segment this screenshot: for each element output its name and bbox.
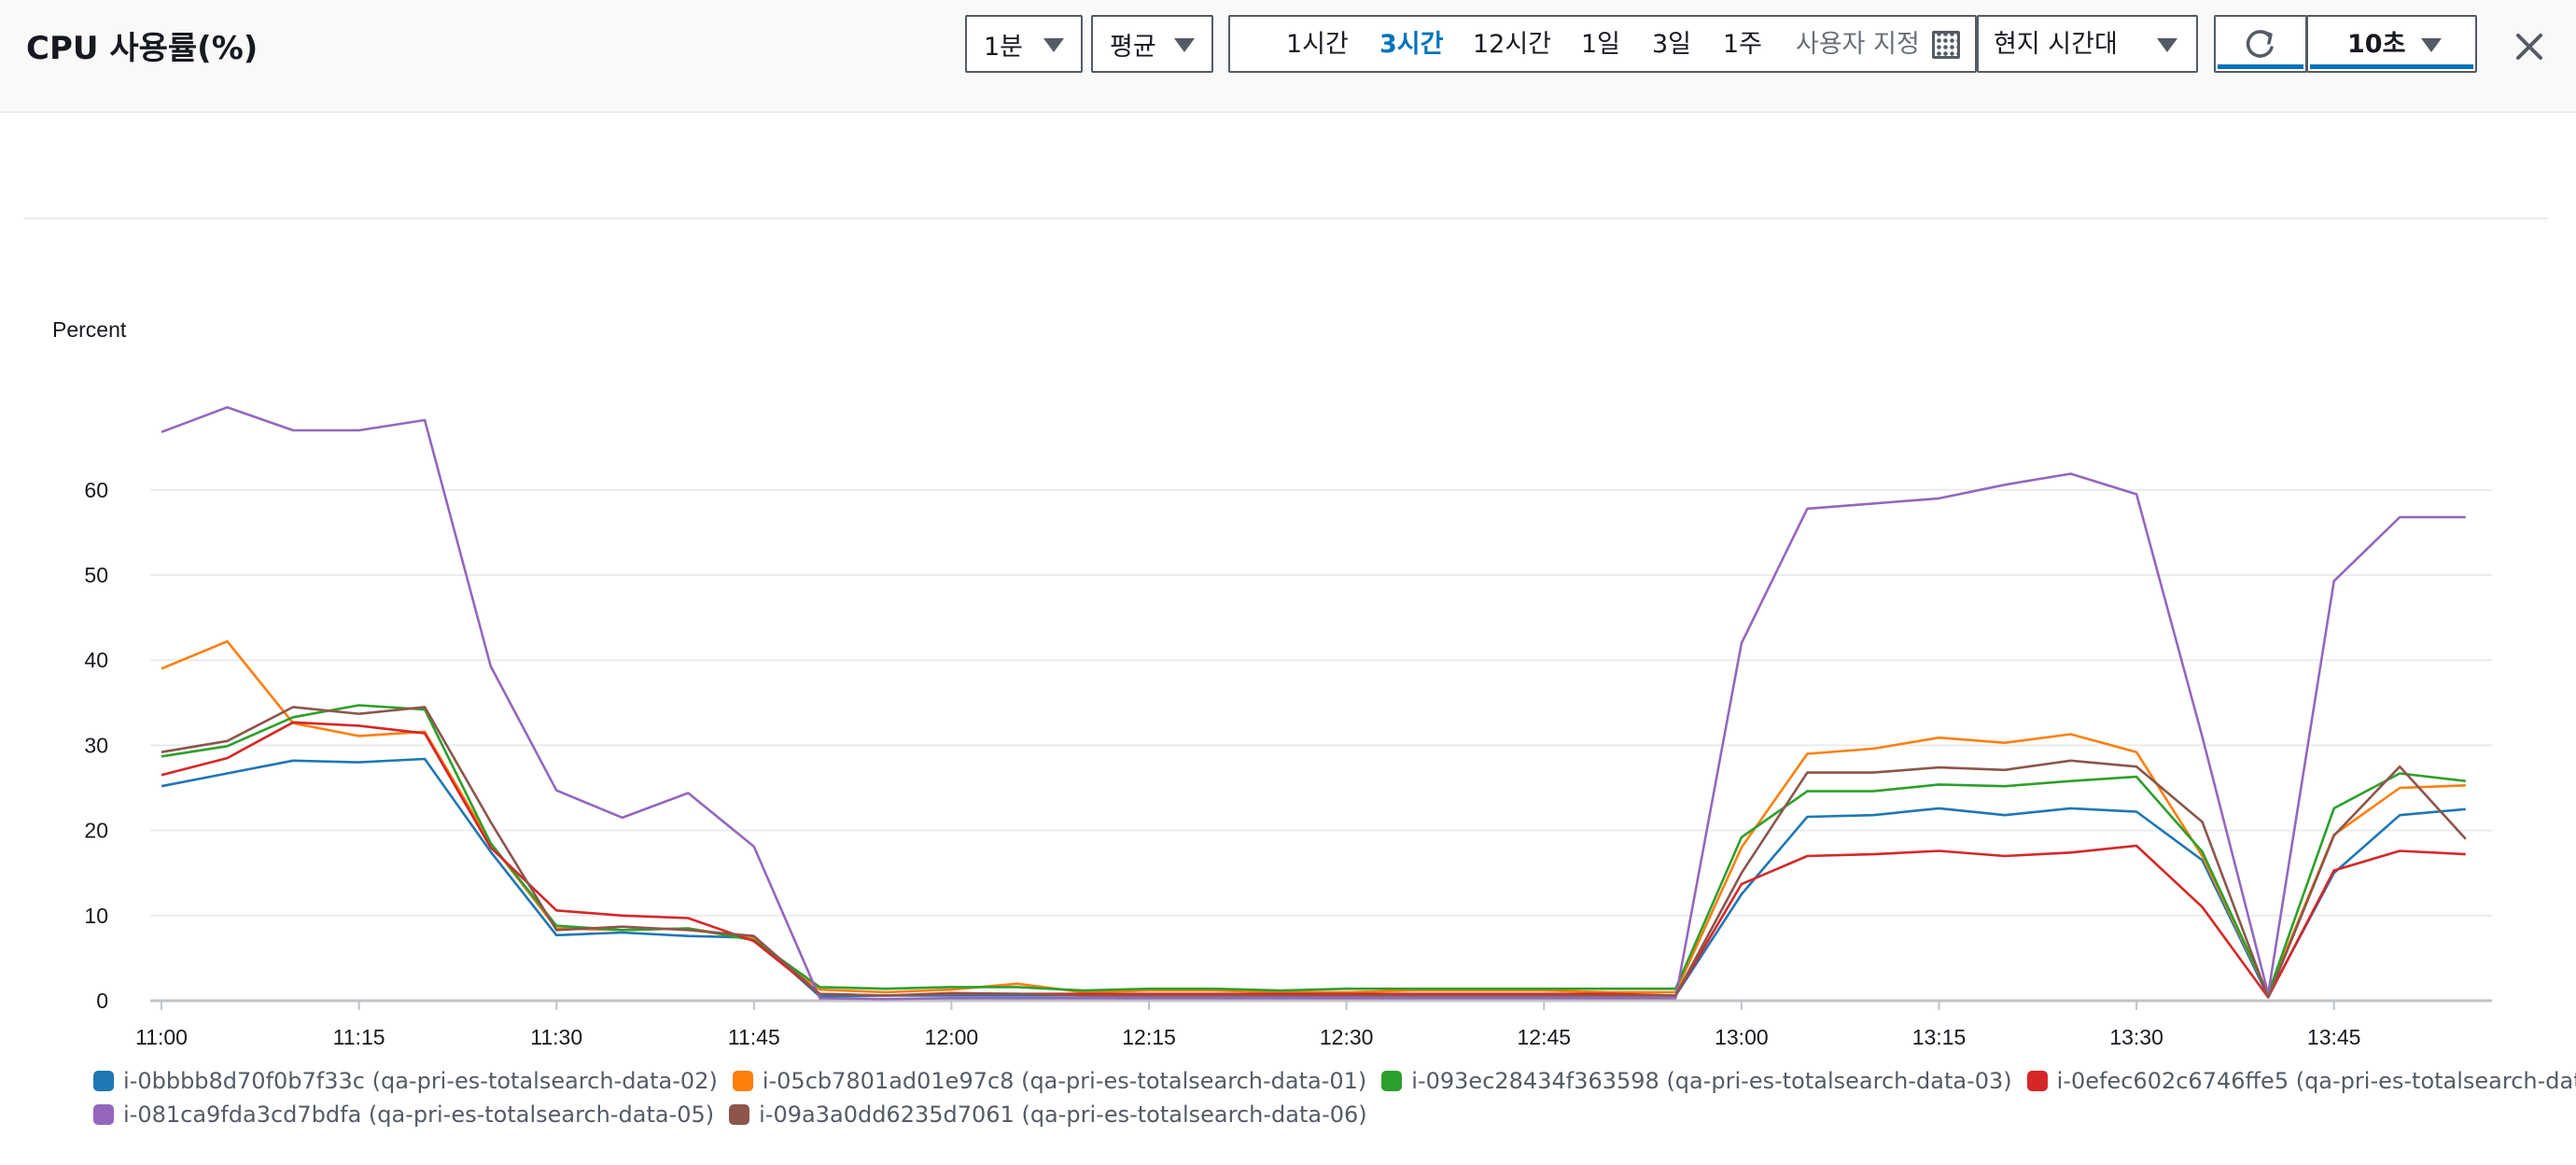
refresh-icon: [2246, 30, 2274, 58]
y-axis-label: Percent: [52, 317, 127, 342]
legend-swatch: [93, 1104, 114, 1125]
range-custom[interactable]: 사용자 지정: [1796, 30, 1920, 59]
widget-title: CPU 사용률(%): [26, 30, 259, 67]
x-tick-label: 12:30: [1320, 1025, 1374, 1046]
period-select[interactable]: 1분: [965, 15, 1083, 73]
series-line-1[interactable]: [161, 757, 2466, 998]
legend-swatch: [93, 1071, 114, 1091]
x-tick-label: 12:45: [1517, 1025, 1571, 1046]
legend-swatch: [1381, 1071, 1403, 1091]
x-tick-label: 11:15: [333, 1025, 385, 1046]
range-3d[interactable]: 3일: [1652, 30, 1692, 59]
series-line-2[interactable]: [161, 639, 2466, 996]
widget-header: CPU 사용률(%) 1분 평균 1시간 3시간 12시간 1일 3일 1주 사…: [0, 0, 2576, 113]
legend-label: i-0bbbb8d70f0b7f33c (qa-pri-es-totalsear…: [123, 1068, 718, 1094]
x-tick-label: 13:00: [1715, 1025, 1769, 1046]
series-line-6[interactable]: [161, 706, 2467, 999]
x-tick-label: 11:45: [728, 1025, 780, 1046]
interval-underline: [2310, 64, 2473, 69]
x-tick-label: 13:45: [2307, 1025, 2361, 1046]
chevron-down-icon: [2157, 38, 2177, 52]
series-line-5[interactable]: [161, 406, 2466, 1001]
legend-swatch: [729, 1104, 750, 1125]
range-1w[interactable]: 1주: [1723, 30, 1763, 59]
range-1d[interactable]: 1일: [1581, 30, 1621, 59]
y-tick-label: 60: [84, 478, 108, 502]
y-tick-label: 10: [84, 904, 108, 928]
chevron-down-icon: [2421, 38, 2442, 52]
range-12h[interactable]: 12시간: [1473, 30, 1552, 59]
time-range-selector: 1시간 3시간 12시간 1일 3일 1주 사용자 지정: [1228, 15, 1977, 73]
x-tick-label: 13:30: [2109, 1025, 2163, 1046]
legend-item[interactable]: i-09a3a0dd6235d7061 (qa-pri-es-totalsear…: [729, 1102, 1367, 1128]
legend-label: i-05cb7801ad01e97c8 (qa-pri-es-totalsear…: [762, 1068, 1367, 1094]
legend-label: i-093ec28434f363598 (qa-pri-es-totalsear…: [1411, 1068, 2012, 1094]
legend-item[interactable]: i-0efec602c6746ffe5 (qa-pri-es-totalsear…: [2026, 1068, 2576, 1094]
chart-legend: i-0bbbb8d70f0b7f33c (qa-pri-es-totalsear…: [93, 1064, 2576, 1131]
refresh-underline: [2218, 64, 2303, 69]
line-chart: 0 10 20 30 40 50 60 11:00 11:15 11:30 11:45 12:00 1…: [52, 317, 2492, 1046]
timezone-select[interactable]: 현지 시간대: [1977, 15, 2198, 73]
legend-swatch: [2026, 1071, 2048, 1091]
legend-label: i-09a3a0dd6235d7061 (qa-pri-es-totalsear…: [759, 1102, 1367, 1128]
y-tick-label: 20: [84, 819, 108, 843]
refresh-interval-select[interactable]: 10초: [2306, 15, 2477, 73]
y-tick-label: 30: [84, 733, 108, 757]
legend-item[interactable]: i-0bbbb8d70f0b7f33c (qa-pri-es-totalsear…: [93, 1068, 718, 1094]
timezone-value: 현지 시간대: [1994, 30, 2118, 59]
x-tick-label: 11:00: [135, 1025, 188, 1046]
y-tick-label: 0: [96, 989, 108, 1013]
y-tick-label: 50: [84, 563, 108, 587]
legend-swatch: [732, 1071, 753, 1091]
legend-label: i-0efec602c6746ffe5 (qa-pri-es-totalsear…: [2056, 1068, 2576, 1094]
x-tick-label: 13:15: [1912, 1025, 1967, 1046]
legend-item[interactable]: i-081ca9fda3cd7bdfa (qa-pri-es-totalsear…: [93, 1102, 714, 1128]
range-3h[interactable]: 3시간: [1379, 30, 1444, 59]
legend-label: i-081ca9fda3cd7bdfa (qa-pri-es-totalsear…: [123, 1102, 715, 1128]
calendar-icon[interactable]: [1932, 31, 1960, 59]
refresh-button[interactable]: [2214, 15, 2307, 73]
x-tick-label: 12:00: [925, 1025, 979, 1046]
header-divider: [23, 218, 2548, 219]
x-tick-label: 11:30: [530, 1025, 582, 1046]
legend-item[interactable]: i-093ec28434f363598 (qa-pri-es-totalsear…: [1381, 1068, 2012, 1094]
refresh-interval-value: 10초: [2347, 30, 2406, 59]
period-value: 1분: [984, 32, 1024, 62]
x-tick-label: 12:15: [1122, 1025, 1176, 1046]
y-tick-label: 40: [84, 648, 108, 672]
statistic-value: 평균: [1110, 32, 1156, 62]
close-icon[interactable]: [2511, 28, 2548, 65]
range-1h[interactable]: 1시간: [1286, 30, 1349, 59]
statistic-select[interactable]: 평균: [1091, 15, 1213, 73]
series-line-4[interactable]: [161, 721, 2466, 999]
legend-item[interactable]: i-05cb7801ad01e97c8 (qa-pri-es-totalsear…: [732, 1068, 1367, 1094]
chevron-down-icon: [1043, 38, 1064, 52]
chevron-down-icon: [1174, 38, 1195, 52]
